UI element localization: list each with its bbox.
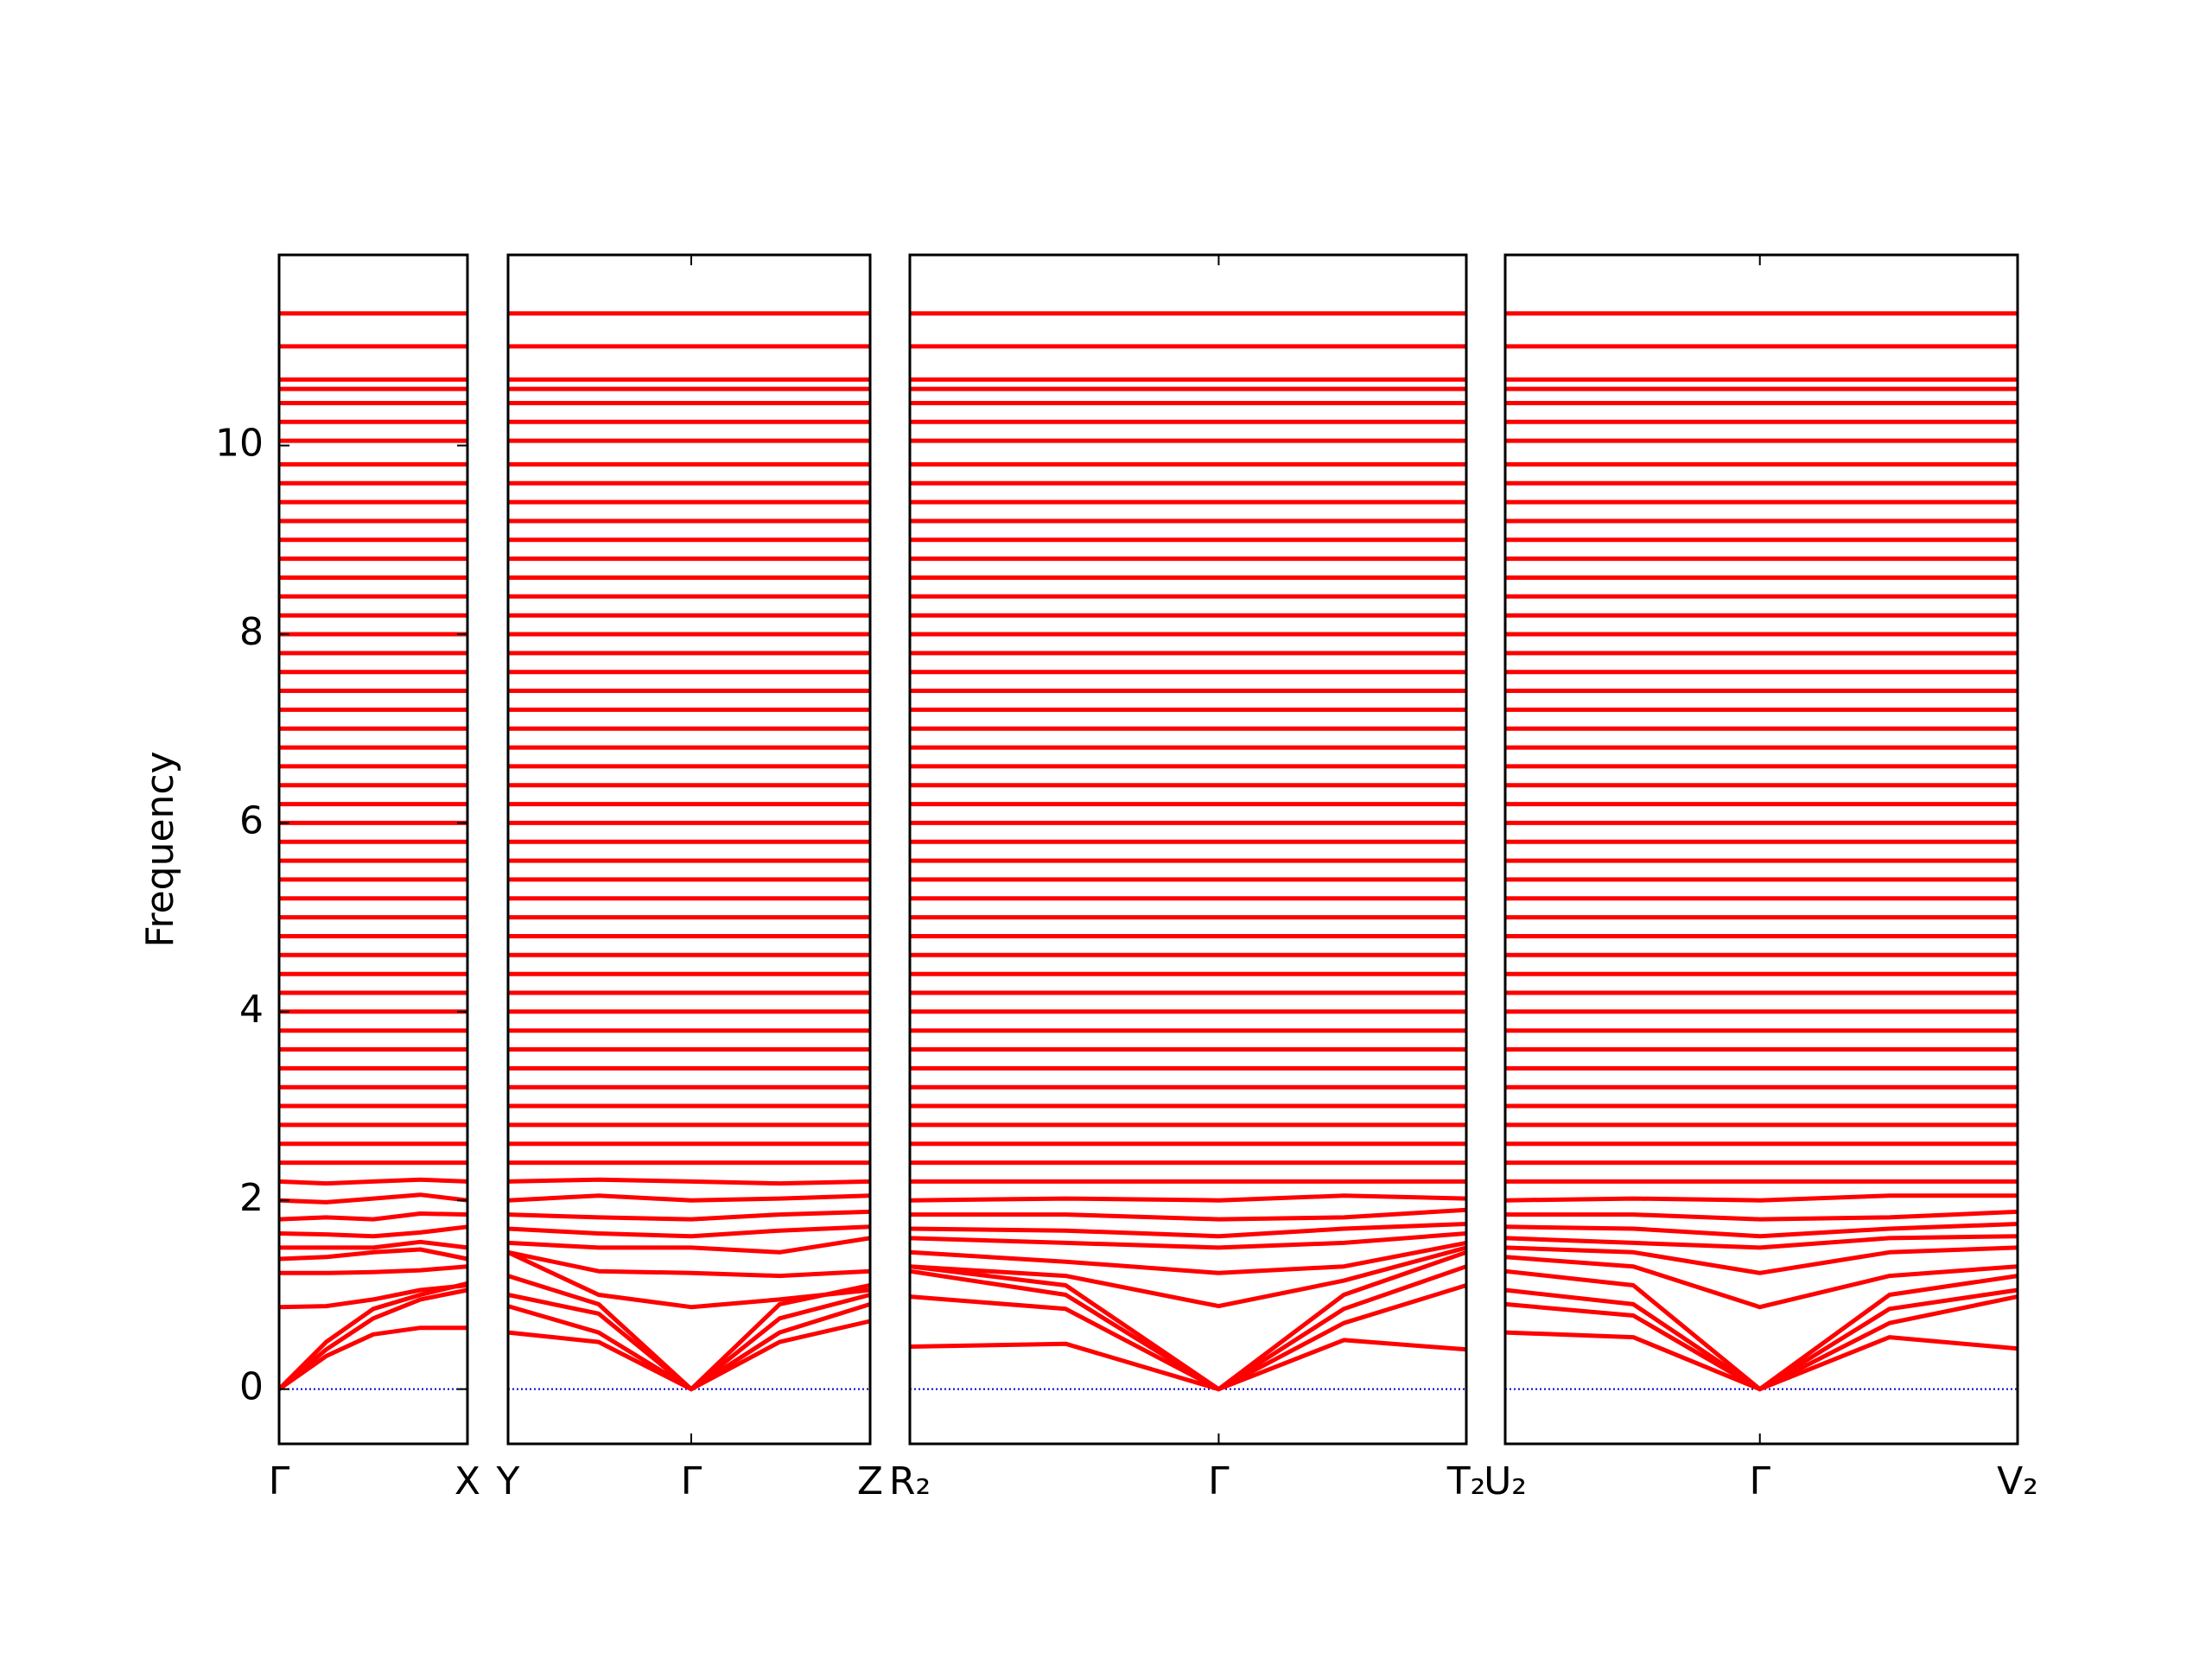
band-line xyxy=(1504,1255,2018,1310)
band-line xyxy=(1504,1268,2018,1392)
band-line xyxy=(507,1193,871,1203)
band-line xyxy=(909,1231,1467,1250)
band-line xyxy=(277,1325,467,1391)
plot-frame xyxy=(506,253,872,1446)
x-tick-label: U₂ xyxy=(1484,1459,1527,1503)
plot-frame xyxy=(1503,253,2019,1446)
band-line xyxy=(507,1236,871,1255)
band-line xyxy=(278,1192,468,1205)
x-tick-label: Γ xyxy=(681,1459,702,1503)
band-line xyxy=(279,1264,468,1275)
band-line xyxy=(909,1249,1467,1392)
plot-frame xyxy=(277,253,469,1446)
band-line xyxy=(909,1222,1467,1239)
band-line xyxy=(909,1245,1467,1309)
band-line xyxy=(506,1250,871,1310)
band-line xyxy=(507,1249,871,1279)
band-line xyxy=(278,1224,468,1239)
band-line xyxy=(507,1224,871,1239)
x-tick-label: Γ xyxy=(1208,1459,1230,1503)
band-line xyxy=(278,1177,468,1186)
x-tick-label: X xyxy=(454,1459,480,1503)
y-tick-label: 0 xyxy=(239,1365,264,1409)
band-line xyxy=(507,1177,871,1186)
band-line xyxy=(909,1240,1467,1275)
band-line xyxy=(1505,1209,2018,1222)
y-tick-label: 8 xyxy=(239,610,264,654)
band-line xyxy=(279,1239,468,1250)
band-line xyxy=(278,1283,468,1310)
plot-frame xyxy=(908,253,1468,1446)
band-line xyxy=(910,1207,1467,1222)
band-line xyxy=(278,1247,468,1262)
band-line xyxy=(277,1281,468,1391)
y-axis-label: Frequency xyxy=(138,751,182,947)
y-tick-label: 10 xyxy=(215,422,264,466)
x-tick-label: R₂ xyxy=(889,1459,931,1503)
y-tick-label: 4 xyxy=(239,988,264,1032)
band-line xyxy=(277,1287,468,1391)
band-line xyxy=(278,1211,468,1222)
band-line xyxy=(909,1193,1467,1203)
band-line xyxy=(1504,1234,2018,1250)
x-tick-label: T₂ xyxy=(1446,1459,1486,1503)
band-line xyxy=(1504,1245,2018,1275)
x-tick-label: Γ xyxy=(269,1459,290,1503)
y-tick-label: 6 xyxy=(239,798,264,842)
x-tick-label: V₂ xyxy=(1997,1459,2038,1503)
band-line xyxy=(1504,1222,2018,1239)
x-tick-label: Z xyxy=(857,1459,883,1503)
band-line xyxy=(507,1209,871,1222)
x-tick-label: Γ xyxy=(1749,1459,1770,1503)
x-tick-label: Y xyxy=(496,1459,520,1503)
y-tick-label: 2 xyxy=(239,1176,264,1220)
band-line xyxy=(1504,1193,2018,1203)
